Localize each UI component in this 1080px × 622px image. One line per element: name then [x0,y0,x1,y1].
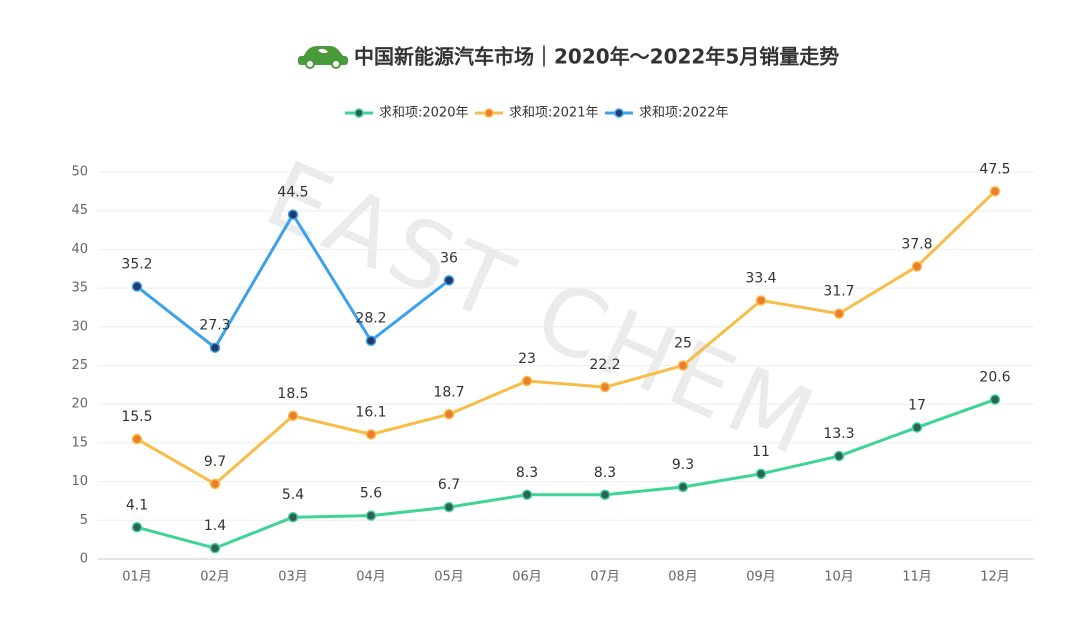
data-label: 5.4 [282,487,304,503]
chart-title: 中国新能源汽车市场｜2020年～2022年5月销量走势 [354,45,839,69]
data-point [365,335,377,346]
x-tick-label: 12月 [980,570,1010,585]
y-tick-label: 5 [80,513,88,528]
data-label: 31.7 [823,284,854,300]
data-point [131,433,143,445]
y-tick-label: 35 [71,281,88,296]
data-label: 44.5 [277,185,308,201]
data-label: 27.3 [199,318,230,334]
data-label: 18.7 [433,384,464,400]
y-tick-label: 40 [71,242,88,257]
y-tick-label: 25 [71,358,88,373]
y-tick-label: 0 [80,552,88,567]
data-point [365,429,377,440]
data-label: 8.3 [516,465,538,481]
data-label: 9.7 [204,454,226,470]
data-point [521,489,533,501]
x-tick-label: 08月 [668,570,698,585]
x-tick-label: 04月 [356,570,386,585]
series-line [136,398,996,550]
data-label: 33.4 [745,270,776,286]
data-point [287,511,299,523]
x-tick-label: 07月 [590,570,620,585]
y-tick-label: 15 [71,435,88,450]
x-tick-label: 06月 [512,570,542,585]
data-point [443,275,455,286]
x-tick-label: 05月 [434,570,464,585]
data-label: 8.3 [594,465,616,481]
data-point [209,542,221,554]
x-tick-label: 03月 [278,570,308,585]
data-label: 17 [908,397,926,413]
data-point [131,522,143,533]
data-label: 22.2 [589,357,620,373]
data-label: 4.1 [126,497,148,513]
data-label: 6.7 [438,477,460,493]
car-icon [298,46,348,69]
y-tick-label: 20 [71,397,88,412]
data-label: 16.1 [355,404,386,420]
data-point [677,360,689,371]
data-point [443,409,455,420]
data-point [911,261,923,272]
data-label: 9.3 [672,457,694,473]
series-line [136,190,997,486]
data-label: 35.2 [121,257,152,273]
data-point [911,422,923,433]
y-tick-label: 50 [71,165,88,180]
x-tick-label: 09月 [746,570,776,585]
x-tick-label: 02月 [200,570,230,585]
data-point [209,478,221,490]
data-point [989,394,1001,405]
data-label: 28.2 [355,311,386,327]
data-point [833,308,845,319]
x-tick-label: 11月 [902,570,932,585]
data-point [287,410,299,422]
data-label: 23 [518,351,536,367]
x-tick-label: 10月 [824,570,854,585]
data-label: 13.3 [823,426,854,442]
data-label: 25 [674,336,692,352]
data-point [599,381,611,393]
data-label: 47.5 [979,161,1010,177]
data-label: 36 [440,250,458,266]
data-point [365,510,377,521]
data-point [755,295,767,306]
data-label: 20.6 [979,370,1010,386]
legend-label: 求和项:2021年 [509,106,598,121]
data-point [989,186,1001,197]
legend-label: 求和项:2020年 [379,106,468,121]
data-point [209,342,221,353]
y-tick-label: 10 [71,474,88,489]
data-point [443,501,455,513]
x-tick-label: 01月 [122,570,152,585]
legend-marker [354,108,364,118]
y-tick-label: 45 [71,203,88,218]
data-label: 15.5 [121,409,152,425]
data-point [755,468,767,480]
legend-marker [484,108,494,118]
legend-marker [614,108,624,118]
data-point [677,481,689,493]
data-point [131,281,143,292]
data-point [521,375,533,387]
data-label: 1.4 [204,518,226,534]
y-tick-label: 30 [71,319,88,334]
data-label: 5.6 [360,486,382,502]
data-point [833,450,845,462]
data-point [287,209,299,220]
legend-label: 求和项:2022年 [639,106,728,121]
data-label: 37.8 [901,236,932,252]
data-point [599,489,611,501]
data-label: 11 [752,444,770,460]
data-label: 18.5 [277,386,308,402]
